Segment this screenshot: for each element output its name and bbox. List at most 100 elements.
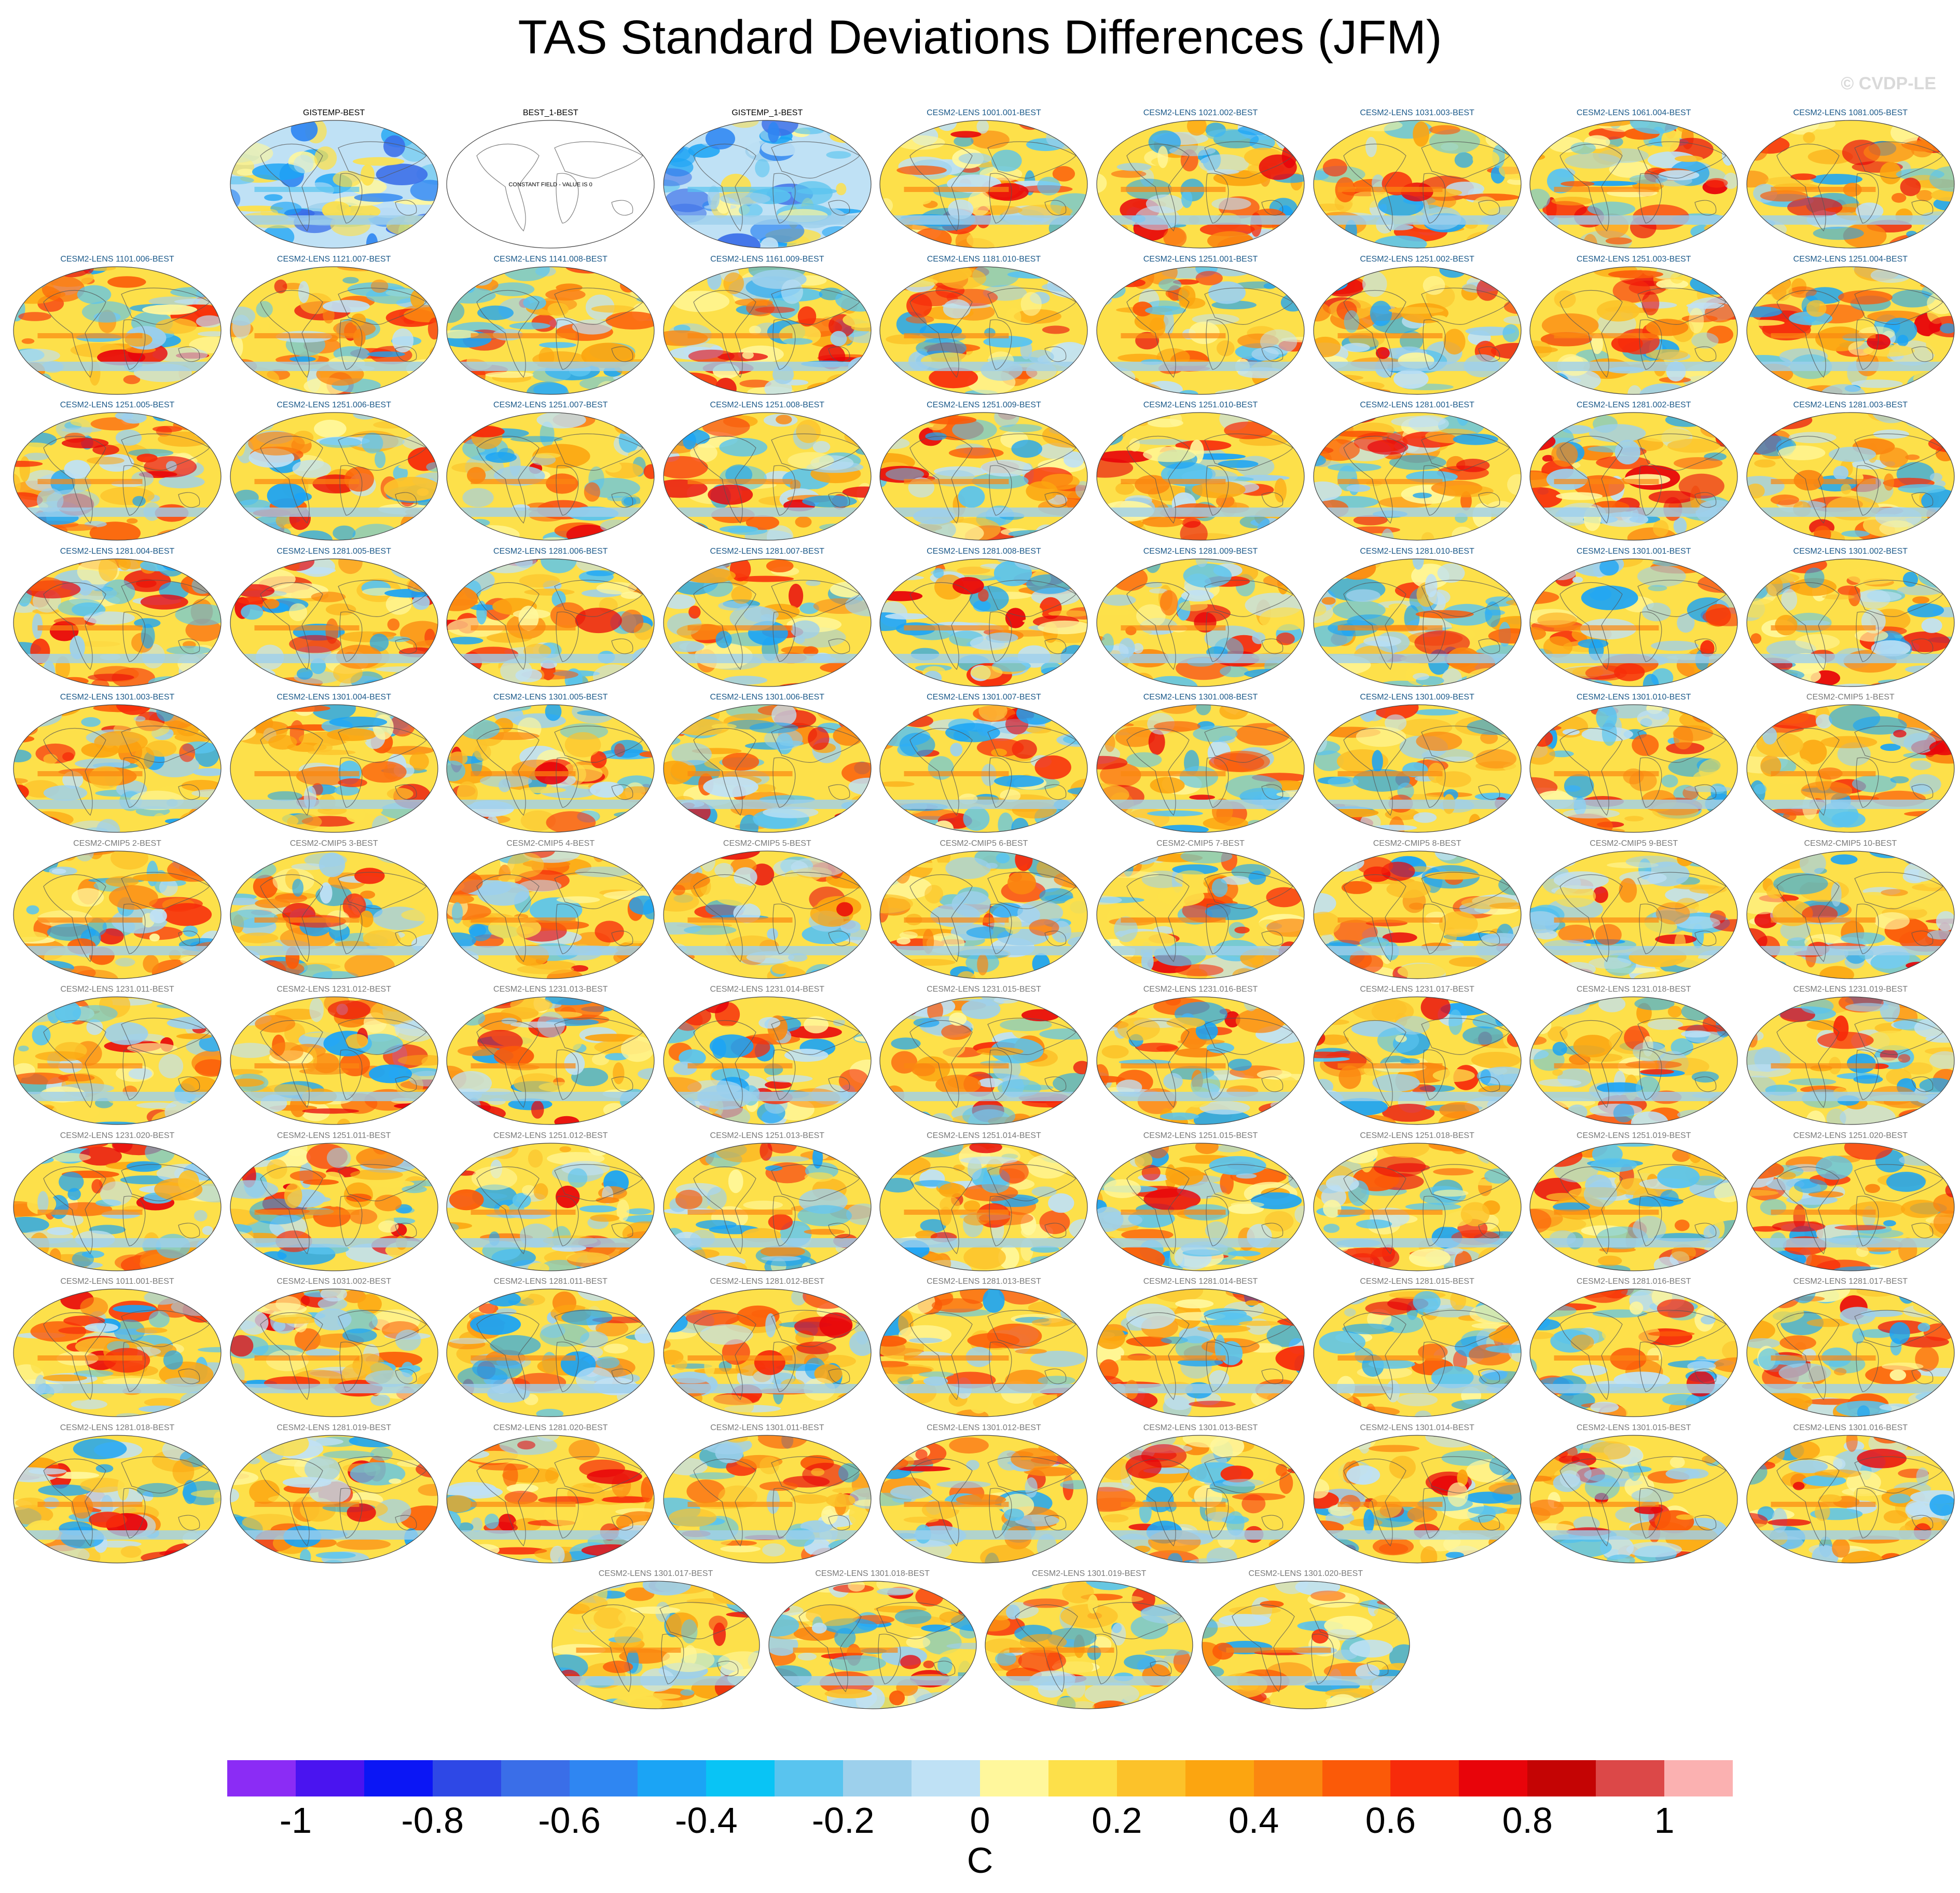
panel-title: CESM2-LENS 1251.013-BEST (710, 1131, 825, 1140)
map-panel: CESM2-LENS 1251.015-BEST (1092, 1131, 1309, 1271)
global-map (1313, 266, 1522, 395)
map-panel: CESM2-LENS 1101.006-BEST (8, 254, 226, 395)
map-panel: CESM2-LENS 1231.014-BEST (658, 984, 876, 1125)
map-panel: CESM2-LENS 1301.006-BEST (658, 692, 876, 833)
panel-title: CESM2-LENS 1301.011-BEST (710, 1423, 824, 1432)
colorbar-cell (1459, 1760, 1528, 1796)
map-panel: CESM2-LENS 1231.016-BEST (1092, 984, 1309, 1125)
map-panel: CESM2-LENS 1251.009-BEST (875, 400, 1093, 541)
panel-title: CESM2-LENS 1301.015-BEST (1576, 1423, 1691, 1432)
colorbar-cell (569, 1760, 638, 1796)
map-panel: CESM2-LENS 1281.017-BEST (1742, 1277, 1959, 1417)
global-map (229, 704, 438, 833)
panel-title: GISTEMP_1-BEST (731, 108, 803, 117)
map-panel: CESM2-LENS 1231.012-BEST (225, 984, 443, 1125)
map-panel: CESM2-LENS 1001.001-BEST (875, 108, 1093, 249)
global-map (768, 1581, 977, 1709)
colorbar-tick-label: 0.6 (1365, 1800, 1416, 1841)
colorbar-cell (227, 1760, 296, 1796)
map-panel: CESM2-LENS 1301.005-BEST (441, 692, 659, 833)
map-panel: CESM2-LENS 1251.008-BEST (658, 400, 876, 541)
global-map (13, 266, 222, 395)
colorbar-cell (843, 1760, 912, 1796)
panel-title: CESM2-LENS 1081.005-BEST (1793, 108, 1908, 117)
colorbar-cell (1527, 1760, 1596, 1796)
panel-title: GISTEMP-BEST (303, 108, 365, 117)
global-map (229, 120, 438, 249)
panel-title: CESM2-LENS 1121.007-BEST (277, 254, 391, 264)
global-map (1096, 1434, 1305, 1563)
global-map (13, 1288, 222, 1417)
map-panel: CESM2-LENS 1161.009-BEST (658, 254, 876, 395)
panel-title: CESM2-CMIP5 9-BEST (1590, 839, 1678, 848)
global-map (446, 996, 655, 1125)
panel-title: CESM2-LENS 1251.009-BEST (927, 401, 1041, 409)
map-panel: GISTEMP_1-BEST (658, 108, 876, 249)
panel-title: CESM2-LENS 1301.007-BEST (927, 693, 1041, 702)
global-map (446, 1288, 655, 1417)
panel-title: CESM2-LENS 1281.008-BEST (927, 546, 1041, 556)
global-map (1313, 996, 1522, 1125)
panel-title: CESM2-LENS 1141.008-BEST (493, 254, 608, 264)
global-map (663, 1142, 872, 1271)
map-panel: CESM2-LENS 1081.005-BEST (1742, 108, 1959, 249)
colorbar-cell (638, 1760, 707, 1796)
map-panel: CESM2-LENS 1301.003-BEST (8, 692, 226, 833)
map-panel: CESM2-LENS 1251.001-BEST (1092, 254, 1309, 395)
global-map (879, 850, 1088, 979)
panel-title: CESM2-LENS 1301.019-BEST (1031, 1569, 1147, 1578)
map-panel: CESM2-LENS 1281.001-BEST (1308, 400, 1526, 541)
panel-title: CESM2-LENS 1251.014-BEST (927, 1131, 1041, 1140)
panel-title: CESM2-CMIP5 7-BEST (1156, 839, 1245, 848)
global-map (1746, 850, 1955, 979)
panel-title: CESM2-LENS 1301.004-BEST (277, 693, 391, 702)
map-panel: CESM2-LENS 1281.004-BEST (8, 546, 226, 687)
map-panel: CESM2-LENS 1301.014-BEST (1308, 1423, 1526, 1563)
global-map (1529, 1288, 1738, 1417)
map-panel: CESM2-CMIP5 6-BEST (875, 839, 1093, 979)
panel-title: CESM2-LENS 1281.018-BEST (60, 1423, 175, 1432)
panel-title: CESM2-LENS 1301.012-BEST (927, 1423, 1041, 1432)
colorbar-cell (775, 1760, 844, 1796)
map-panel: CESM2-LENS 1301.012-BEST (875, 1423, 1093, 1563)
map-panel: CESM2-LENS 1251.018-BEST (1308, 1131, 1526, 1271)
colorbar-tick-label: -0.2 (811, 1800, 875, 1841)
global-map (663, 1288, 872, 1417)
colorbar-cell (501, 1760, 570, 1796)
global-map (1313, 1288, 1522, 1417)
map-panel: CESM2-LENS 1281.012-BEST (658, 1277, 876, 1417)
colorbar-tick-label: 0.8 (1502, 1800, 1553, 1841)
constant-field-note: CONSTANT FIELD - VALUE IS 0 (509, 182, 592, 188)
panel-title: CESM2-LENS 1251.020-BEST (1793, 1131, 1908, 1140)
global-map (663, 1434, 872, 1563)
map-panel: CESM2-LENS 1301.004-BEST (225, 692, 443, 833)
global-map (13, 1142, 222, 1271)
map-panel: CESM2-CMIP5 5-BEST (658, 839, 876, 979)
global-map (879, 412, 1088, 541)
panel-title: CESM2-LENS 1251.006-BEST (277, 401, 391, 409)
colorbar-cell (1664, 1760, 1733, 1796)
map-panel: CESM2-LENS 1281.003-BEST (1742, 400, 1959, 541)
global-map (879, 1142, 1088, 1271)
colorbar-tick-label: 0.2 (1092, 1800, 1142, 1841)
panel-title: CESM2-CMIP5 1-BEST (1806, 693, 1895, 702)
global-map (229, 412, 438, 541)
global-map (13, 1434, 222, 1563)
map-panel: CESM2-CMIP5 9-BEST (1525, 839, 1743, 979)
global-map (1529, 850, 1738, 979)
panel-title: CESM2-LENS 1281.005-BEST (277, 546, 391, 556)
panel-title: CESM2-LENS 1061.004-BEST (1576, 108, 1691, 117)
map-panel: CESM2-LENS 1231.017-BEST (1308, 984, 1526, 1125)
map-panel: CESM2-LENS 1141.008-BEST (441, 254, 659, 395)
global-map (879, 266, 1088, 395)
colorbar-tick-label: 0.4 (1228, 1800, 1279, 1841)
panel-title: CESM2-LENS 1251.005-BEST (60, 401, 175, 409)
panel-title: CESM2-LENS 1301.001-BEST (1576, 546, 1691, 556)
panel-title: CESM2-LENS 1251.011-BEST (277, 1131, 391, 1140)
map-panel: BEST_1-BEST CONSTANT FIELD - VALUE IS 0 (441, 108, 659, 249)
cvdp-watermark: © CVDP-LE (1841, 74, 1936, 93)
colorbar (227, 1760, 1733, 1796)
panel-title: CESM2-LENS 1281.003-BEST (1793, 401, 1908, 409)
panel-title: CESM2-LENS 1251.008-BEST (710, 401, 825, 409)
panel-title: CESM2-LENS 1301.006-BEST (710, 693, 825, 702)
